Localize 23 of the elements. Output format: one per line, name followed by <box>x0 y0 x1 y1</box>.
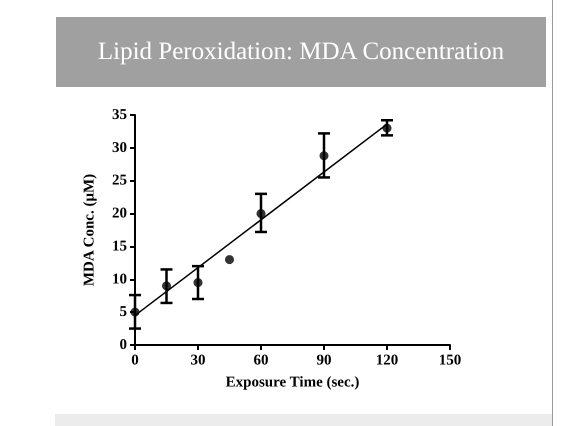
x-tick-label: 150 <box>438 352 462 368</box>
point <box>320 151 328 160</box>
y-tick-label: 35 <box>112 107 127 123</box>
y-tick-label: 10 <box>112 271 127 288</box>
point <box>162 281 171 290</box>
y-tick-label: 0 <box>120 337 127 353</box>
x-tick-label: 60 <box>254 352 268 368</box>
x-tick-label: 120 <box>376 352 398 368</box>
y-tick-label: 20 <box>112 206 127 222</box>
y-tick-label: 5 <box>120 304 127 320</box>
y-tick-label: 15 <box>112 238 127 254</box>
chart-title: Lipid Peroxidation: MDA Concentration <box>56 17 546 87</box>
y-tick-label: 25 <box>112 172 127 189</box>
x-tick-label: 30 <box>190 352 206 368</box>
y-axis-title: MDA Conc. (μM) <box>82 174 98 286</box>
x-tick-label: 0 <box>131 352 139 368</box>
x-tick-label: 90 <box>316 352 332 368</box>
point <box>225 255 234 264</box>
y-tick-label: 30 <box>112 140 127 156</box>
point <box>194 278 202 288</box>
x-axis-title: Exposure Time (sec.) <box>226 374 360 390</box>
point <box>256 209 266 218</box>
point <box>382 124 392 133</box>
